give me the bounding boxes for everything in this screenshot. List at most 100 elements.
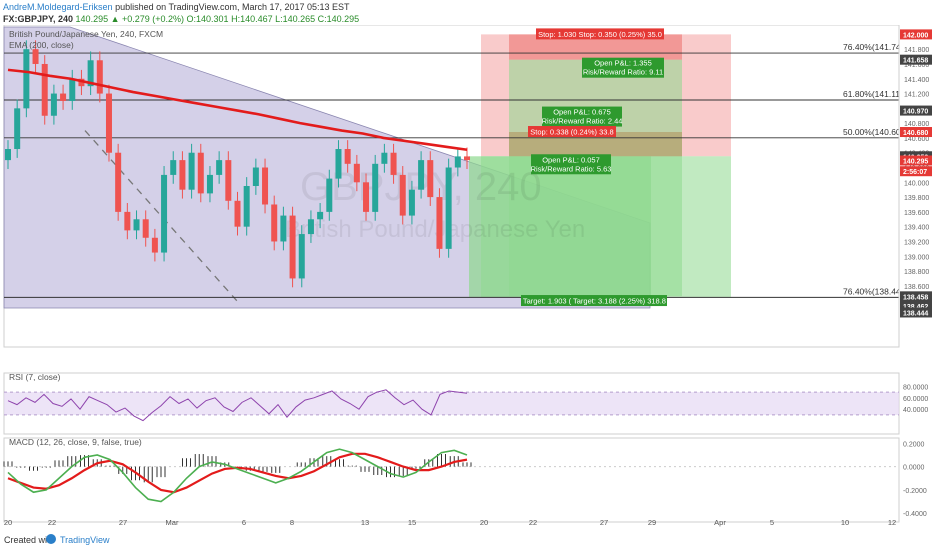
time-tick: 6 (242, 518, 246, 527)
price-tag-bg (900, 291, 932, 302)
price-tick: 141.400 (904, 77, 929, 84)
price-tick: 141.200 (904, 92, 929, 99)
price-tag: 140.680 (903, 130, 928, 137)
time-tick: 20 (480, 518, 488, 527)
candle-body (353, 163, 360, 183)
fib-label: 76.40%(138.444) (843, 286, 908, 296)
time-tick: 5 (770, 518, 774, 527)
created-with-text: Created with (4, 535, 55, 545)
rsi-band (4, 392, 899, 415)
candle-body (234, 200, 241, 227)
candle-body (206, 174, 213, 194)
time-tick: 22 (48, 518, 56, 527)
macd-indicator: 0.2000 0.0000 -0.2000 -0.4000 (3, 441, 927, 518)
candle-body (454, 156, 461, 168)
quote-values: 140.295 ▲ +0.279 (+0.2%) O:140.301 H:140… (75, 14, 360, 24)
fib-label: 61.80%(141.113) (843, 89, 908, 99)
time-tick: 27 (119, 518, 127, 527)
candle-body (317, 211, 324, 220)
price-tag-bg (900, 300, 932, 311)
macd-tick: 0.2000 (903, 441, 925, 448)
price-tag-bg (900, 105, 932, 116)
price-tick: 139.800 (904, 195, 929, 202)
candle-body (216, 160, 223, 175)
position-box-2-bg (542, 106, 622, 127)
rsi-tick: 40.0000 (903, 407, 928, 414)
candle-body (390, 152, 397, 175)
candle-body (445, 167, 452, 249)
candle-body (271, 204, 278, 242)
price-tick: 139.400 (904, 225, 929, 232)
price-tag: 140.970 (903, 109, 928, 116)
author-link[interactable]: AndreM.Moldegard-Eriksen (3, 2, 113, 12)
time-tick: 12 (888, 518, 896, 527)
position-zones[interactable] (469, 34, 731, 297)
candle-body (96, 60, 103, 94)
price-tag: 141.658 (903, 58, 928, 65)
candlestick-series (5, 40, 470, 288)
candle-body (78, 78, 85, 87)
target-zone-current (469, 156, 651, 297)
rsi-tick: 80.0000 (903, 384, 928, 391)
position-labels: Stop: 1.030 Stop: 0.350 (0.25%) 35.0 Open… (521, 28, 667, 307)
candle-body (289, 215, 296, 279)
stop-label-2: Stop: 0.338 (0.24%) 33.8 (530, 128, 613, 137)
candle-body (69, 78, 76, 101)
candle-body (115, 152, 122, 212)
time-tick: 8 (290, 518, 294, 527)
macd-tick: 0.0000 (903, 465, 925, 472)
candle-body (363, 182, 370, 212)
price-tag-bg (900, 166, 932, 177)
tradingview-link[interactable]: TradingView (60, 535, 110, 545)
quote-line: FX:GBPJPY, 240 140.295 ▲ +0.279 (+0.2%) … (3, 13, 359, 25)
candle-body (124, 211, 131, 231)
candle-body (14, 108, 21, 150)
time-tick: 27 (600, 518, 608, 527)
candle-body (50, 93, 57, 116)
target-label-1-bg (572, 295, 667, 307)
candle-body (5, 149, 11, 161)
time-tick: 29 (648, 518, 656, 527)
time-axis[interactable]: 20 22 27 Mar 6 8 13 15 20 22 27 29 Apr 5 10 12 (4, 518, 896, 527)
rsi-legend: RSI (7, close) (9, 372, 61, 382)
stop-label-1-bg (536, 28, 664, 40)
candle-body (243, 186, 250, 227)
price-tag-bg (900, 307, 932, 318)
candle-body (32, 49, 39, 64)
trading-chart[interactable]: GBPJPY, 240 British Pound/Japanese Yen 7… (0, 25, 932, 528)
macd-pane[interactable] (3, 437, 900, 523)
candle-body (298, 234, 305, 279)
price-tick: 138.800 (904, 269, 929, 276)
candle-body (133, 219, 140, 231)
price-tag-bg (900, 29, 932, 40)
price-tag: 138.458 (903, 294, 928, 301)
position-box-1-rr: Risk/Reward Ratio: 9.11 (583, 68, 663, 77)
rsi-tick: 60.0000 (903, 396, 928, 403)
position-box-1-pl: Open P&L: 1.355 (594, 59, 652, 68)
target-label-2: Target: 1.903 ( (523, 297, 572, 306)
candle-body (188, 152, 195, 190)
macd-signal-line (7, 452, 468, 494)
price-tag-bg (900, 155, 932, 166)
candle-body (335, 149, 342, 179)
watermark-name: British Pound/Japanese Yen (285, 216, 585, 243)
price-tag: 138.444 (903, 310, 928, 317)
candle-body (197, 152, 204, 194)
price-tag-bg (900, 127, 932, 138)
target-label-2-bg (521, 295, 573, 307)
fibonacci-levels[interactable]: 76.40%(141.747) 61.80%(141.113) 50.00%(140… (4, 42, 908, 298)
price-tick: 139.600 (904, 210, 929, 217)
instrument-legend: British Pound/Japanese Yen, 240, FXCM (9, 29, 163, 39)
price-tick: 139.000 (904, 254, 929, 261)
candle-body (252, 167, 259, 186)
candle-body (161, 174, 168, 253)
candle-body (326, 178, 333, 212)
candle-body (280, 215, 287, 242)
candle-body (408, 189, 415, 216)
price-axis[interactable]: 142.000141.800141.600141.400141.200141.0… (898, 25, 932, 347)
candle-body (436, 197, 443, 249)
candle-body (418, 160, 425, 190)
chart-header: AndreM.Moldegard-Eriksen published on Tr… (0, 0, 900, 26)
published-text: published on TradingView.com, March 17, … (115, 2, 350, 12)
macd-tick: -0.2000 (903, 488, 927, 495)
